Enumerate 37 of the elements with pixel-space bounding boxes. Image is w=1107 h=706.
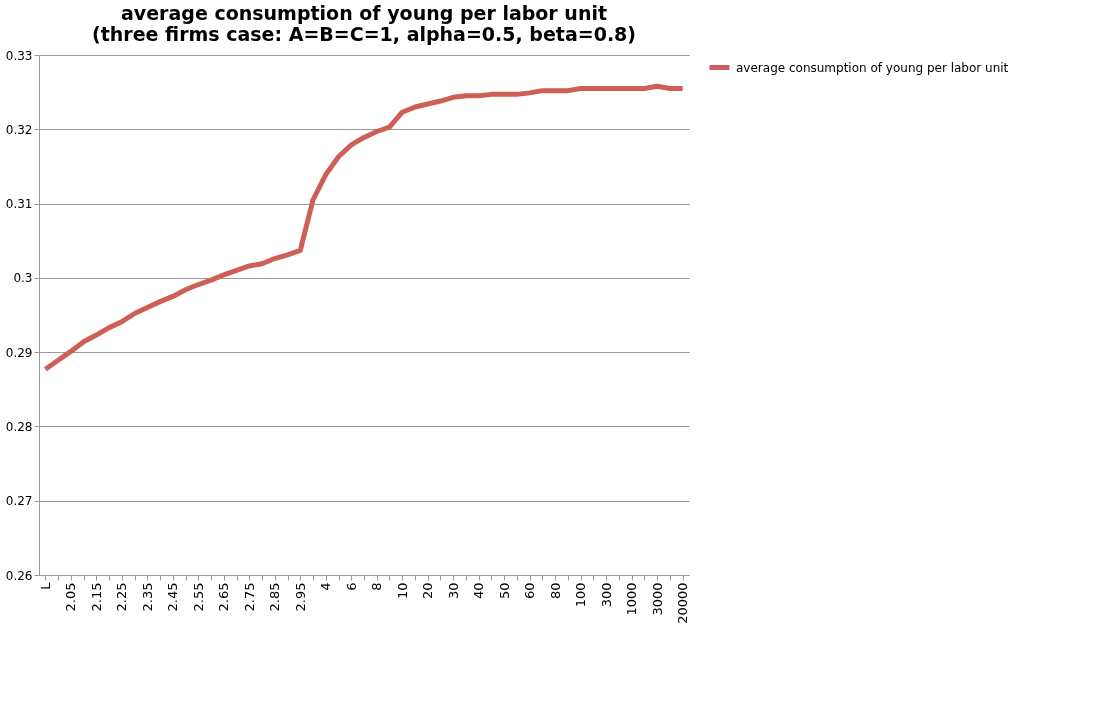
x-tick-label: 2.05 bbox=[63, 582, 79, 612]
legend-label: average consumption of young per labor unit bbox=[736, 60, 1009, 75]
x-tick-label: 20 bbox=[420, 582, 436, 600]
x-tick-label: 2.85 bbox=[267, 582, 283, 612]
x-tick-label: 8 bbox=[369, 582, 385, 591]
x-tick-label: 20000 bbox=[675, 582, 691, 624]
x-tick-label: 4 bbox=[318, 582, 334, 591]
x-tick-label: 300 bbox=[598, 582, 614, 608]
y-tick-label: 0.3 bbox=[13, 271, 33, 286]
x-tick-label: 2.25 bbox=[114, 582, 130, 612]
y-tick-label: 0.31 bbox=[5, 197, 33, 212]
y-tick-label: 0.28 bbox=[5, 419, 33, 434]
text: (three firms case: A=B=C=1, alpha=0.5, beta=0.8) bbox=[91, 23, 637, 45]
y-tick-label: 0.26 bbox=[5, 568, 33, 583]
x-tick-label: 1000 bbox=[624, 582, 640, 616]
text: average consumption of young per labor unit bbox=[121, 2, 607, 24]
y-tick-label: 0.32 bbox=[5, 122, 33, 137]
y-tick-label: 0.29 bbox=[5, 345, 33, 360]
x-tick-label: 2.95 bbox=[292, 582, 308, 612]
x-tick-label: 60 bbox=[522, 582, 538, 600]
y-tick-label: 0.33 bbox=[5, 48, 33, 63]
x-tick-label: 2.15 bbox=[88, 582, 104, 612]
y-tick-label: 0.27 bbox=[5, 494, 33, 509]
x-tick-label: 30 bbox=[445, 582, 461, 600]
x-tick-label: 50 bbox=[496, 582, 512, 600]
x-tick-label: 2.35 bbox=[139, 582, 155, 612]
x-tick-label: 40 bbox=[471, 582, 487, 600]
x-tick-label: 100 bbox=[573, 582, 589, 608]
x-tick-label: 2.55 bbox=[190, 582, 206, 612]
x-tick-label: 2.75 bbox=[241, 582, 257, 612]
x-tick-label: 6 bbox=[343, 582, 359, 591]
x-tick-label: L bbox=[37, 581, 53, 590]
x-tick-label: 2.65 bbox=[216, 582, 232, 612]
x-tick-label: 2.45 bbox=[165, 582, 181, 612]
x-tick-label: 3000 bbox=[649, 582, 665, 616]
x-tick-label: 80 bbox=[547, 582, 563, 600]
x-tick-label: 10 bbox=[394, 582, 410, 600]
